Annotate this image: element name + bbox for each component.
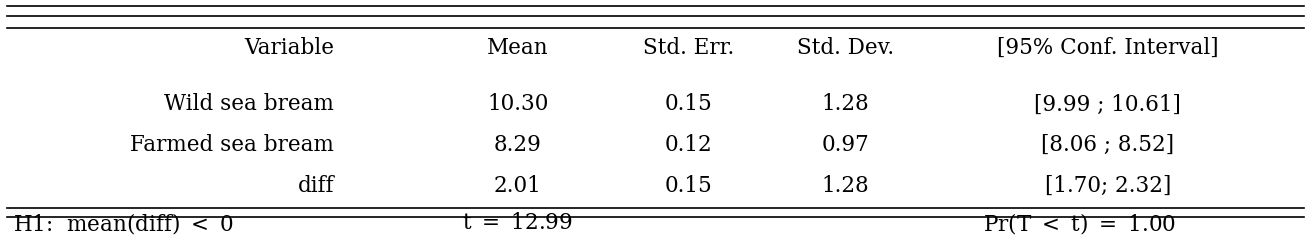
Text: diff: diff xyxy=(298,175,334,197)
Text: 1.28: 1.28 xyxy=(822,93,869,115)
Text: 0.15: 0.15 xyxy=(665,175,712,197)
Text: Std. Err.: Std. Err. xyxy=(642,37,734,59)
Text: Std. Dev.: Std. Dev. xyxy=(797,37,894,59)
Text: Variable: Variable xyxy=(244,37,334,59)
Text: [1.70; 2.32]: [1.70; 2.32] xyxy=(1045,175,1171,197)
Text: 2.01: 2.01 xyxy=(494,175,541,197)
Text: t $=$ 12.99: t $=$ 12.99 xyxy=(463,212,573,234)
Text: 8.29: 8.29 xyxy=(494,134,541,156)
Text: Farmed sea bream: Farmed sea bream xyxy=(130,134,334,156)
Text: [95% Conf. Interval]: [95% Conf. Interval] xyxy=(996,37,1219,59)
Text: 0.15: 0.15 xyxy=(665,93,712,115)
Text: 10.30: 10.30 xyxy=(488,93,548,115)
Text: Mean: Mean xyxy=(486,37,549,59)
Text: 0.12: 0.12 xyxy=(665,134,712,156)
Text: Wild sea bream: Wild sea bream xyxy=(164,93,334,115)
Text: 0.97: 0.97 xyxy=(822,134,869,156)
Text: 1.28: 1.28 xyxy=(822,175,869,197)
Text: [8.06 ; 8.52]: [8.06 ; 8.52] xyxy=(1041,134,1175,156)
Text: H1:  mean(diff) $<$ 0: H1: mean(diff) $<$ 0 xyxy=(13,211,233,236)
Text: Pr(T $<$ t) $=$ 1.00: Pr(T $<$ t) $=$ 1.00 xyxy=(983,211,1176,236)
Text: [9.99 ; 10.61]: [9.99 ; 10.61] xyxy=(1034,93,1181,115)
